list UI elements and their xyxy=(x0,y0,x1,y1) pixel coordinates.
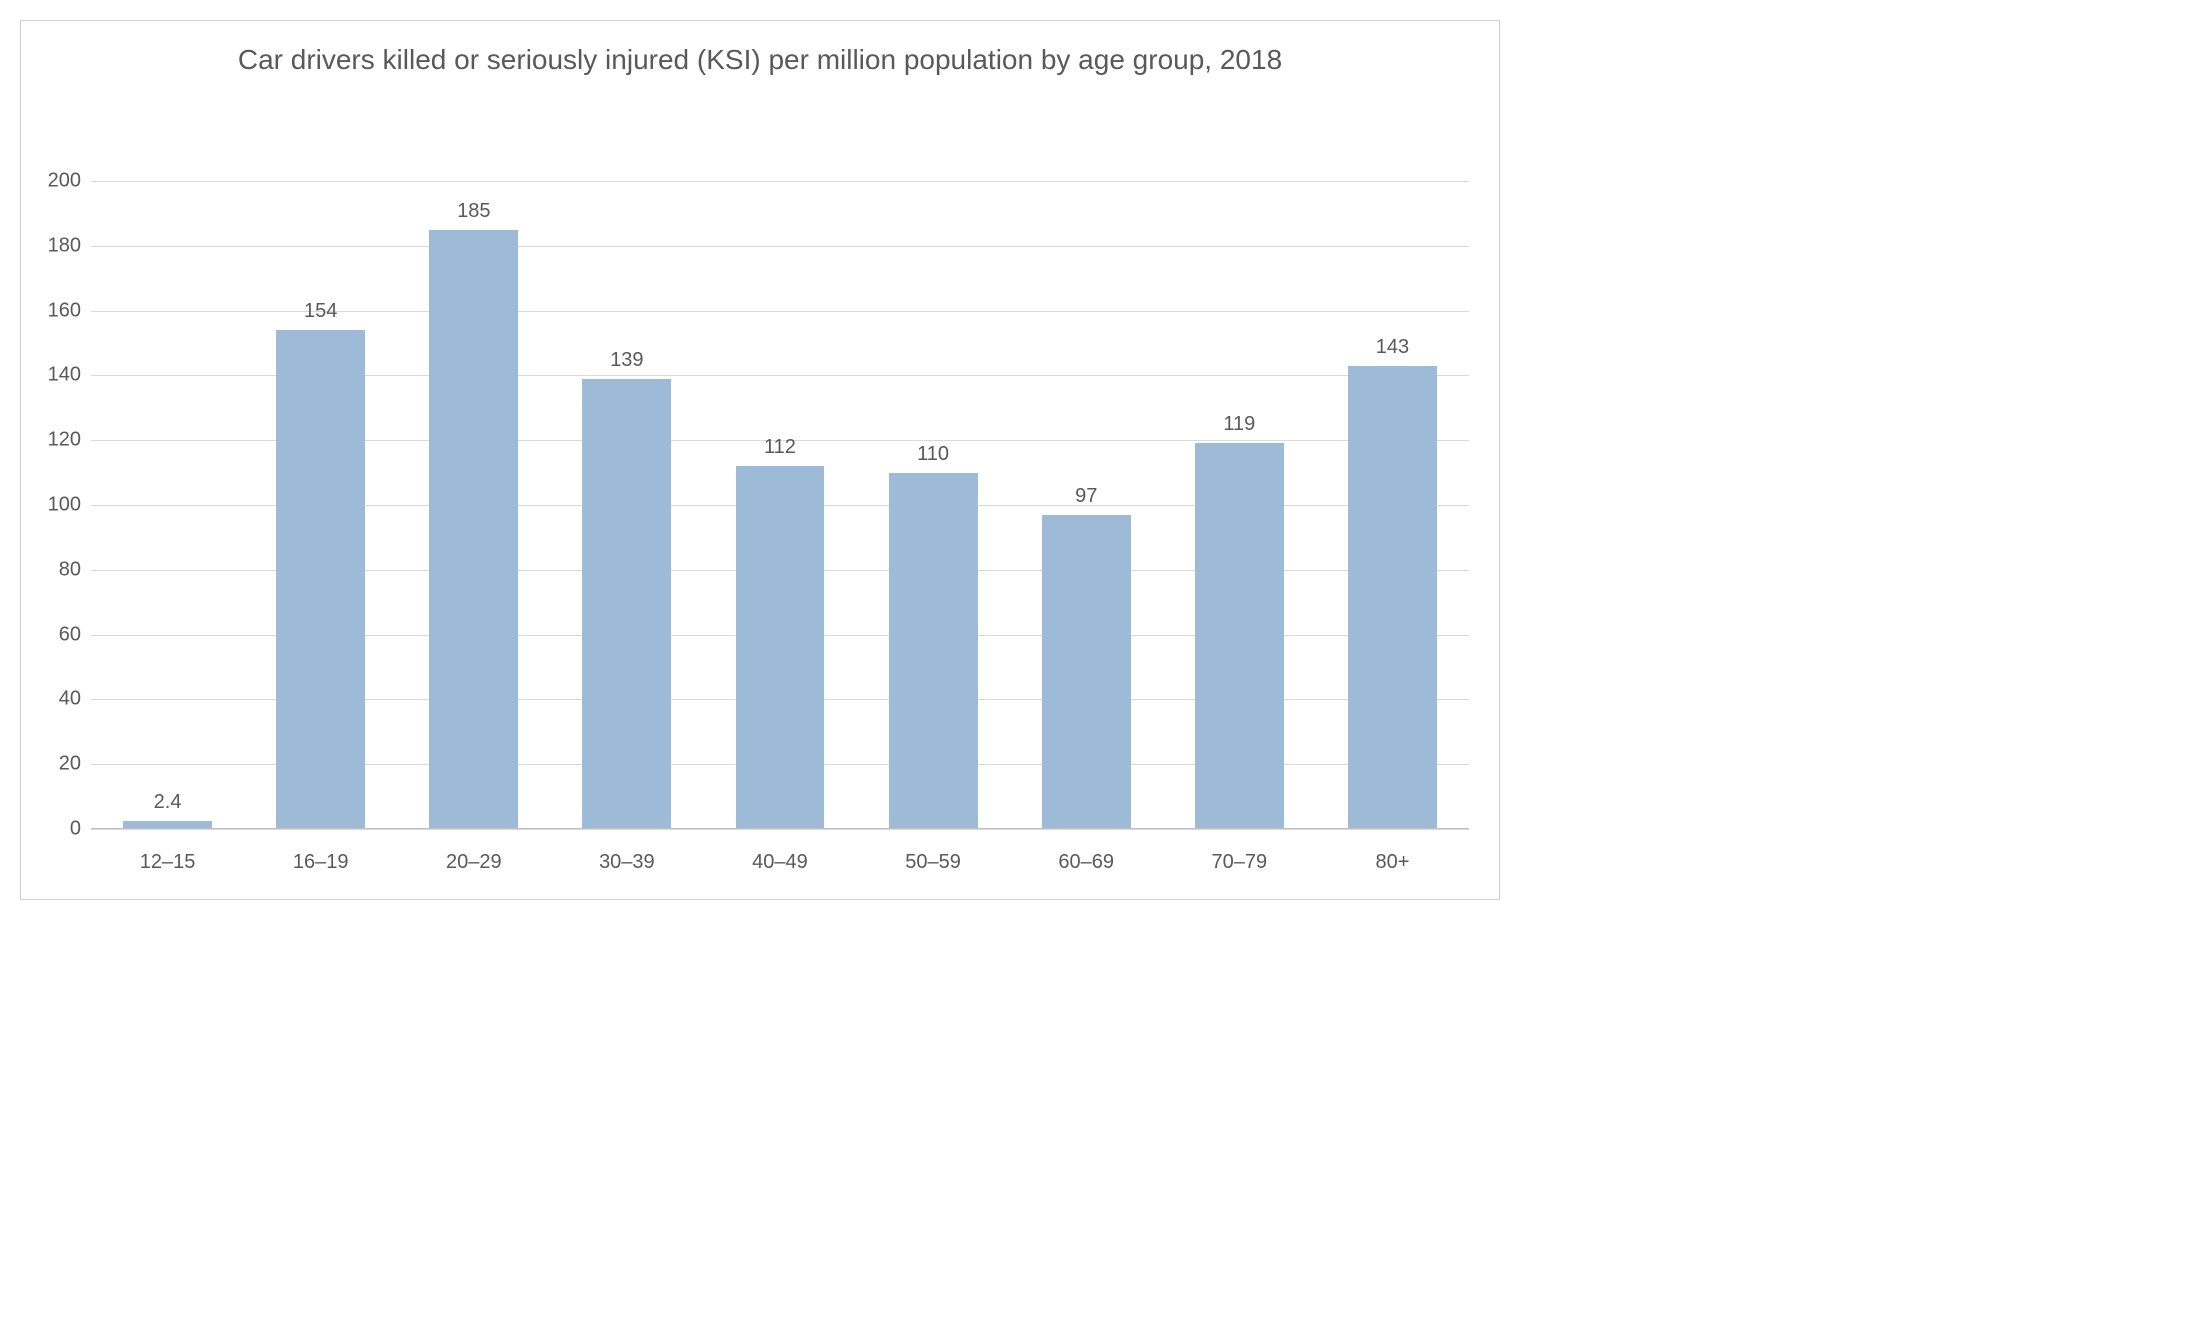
plot-area: 020406080100120140160180200 2.4154185139… xyxy=(91,181,1469,829)
x-tick-label: 30–39 xyxy=(550,851,703,874)
y-tick-label: 120 xyxy=(36,429,81,452)
bar-value-label: 97 xyxy=(1075,485,1097,508)
bar-slot: 112 xyxy=(703,181,856,829)
bar-value-label: 185 xyxy=(457,200,490,223)
x-tick-label: 80+ xyxy=(1316,851,1469,874)
x-axis-labels: 12–1516–1920–2930–3940–4950–5960–6970–79… xyxy=(91,851,1469,874)
x-tick-label: 60–69 xyxy=(1010,851,1163,874)
bar: 143 xyxy=(1348,366,1437,829)
bar: 97 xyxy=(1042,515,1131,829)
y-tick-label: 100 xyxy=(36,494,81,517)
y-tick-label: 140 xyxy=(36,364,81,387)
bar-value-label: 112 xyxy=(764,436,796,459)
bar-value-label: 110 xyxy=(917,443,949,466)
x-tick-label: 20–29 xyxy=(397,851,550,874)
bar-slot: 110 xyxy=(857,181,1010,829)
x-tick-label: 70–79 xyxy=(1163,851,1316,874)
bar: 185 xyxy=(429,230,518,829)
bar: 112 xyxy=(736,466,825,829)
x-tick-label: 40–49 xyxy=(703,851,856,874)
bar-slot: 139 xyxy=(550,181,703,829)
bar-slot: 154 xyxy=(244,181,397,829)
y-tick-label: 200 xyxy=(36,170,81,193)
bar-value-label: 139 xyxy=(610,349,643,372)
y-tick-label: 80 xyxy=(36,558,81,581)
chart-container: Car drivers killed or seriously injured … xyxy=(20,20,1500,900)
y-tick-label: 20 xyxy=(36,753,81,776)
bars-row: 2.4 154 185 139 112 110 97 119 143 xyxy=(91,181,1469,829)
x-tick-label: 50–59 xyxy=(857,851,1010,874)
bar: 154 xyxy=(276,330,365,829)
grid-line xyxy=(91,829,1469,830)
bar-slot: 2.4 xyxy=(91,181,244,829)
x-tick-label: 16–19 xyxy=(244,851,397,874)
bar-value-label: 143 xyxy=(1376,336,1409,359)
bar-slot: 119 xyxy=(1163,181,1316,829)
bar-slot: 143 xyxy=(1316,181,1469,829)
bar-slot: 185 xyxy=(397,181,550,829)
chart-title: Car drivers killed or seriously injured … xyxy=(21,21,1499,89)
x-axis-line xyxy=(91,828,1469,829)
bar: 139 xyxy=(582,379,671,829)
x-tick-label: 12–15 xyxy=(91,851,244,874)
y-tick-label: 0 xyxy=(36,818,81,841)
bar-value-label: 119 xyxy=(1223,413,1255,436)
bar-value-label: 2.4 xyxy=(154,791,182,814)
bar: 110 xyxy=(889,473,978,829)
y-tick-label: 60 xyxy=(36,623,81,646)
bar-value-label: 154 xyxy=(304,300,337,323)
bar-slot: 97 xyxy=(1010,181,1163,829)
y-tick-label: 180 xyxy=(36,234,81,257)
bar: 119 xyxy=(1195,443,1284,829)
y-tick-label: 160 xyxy=(36,299,81,322)
y-tick-label: 40 xyxy=(36,688,81,711)
